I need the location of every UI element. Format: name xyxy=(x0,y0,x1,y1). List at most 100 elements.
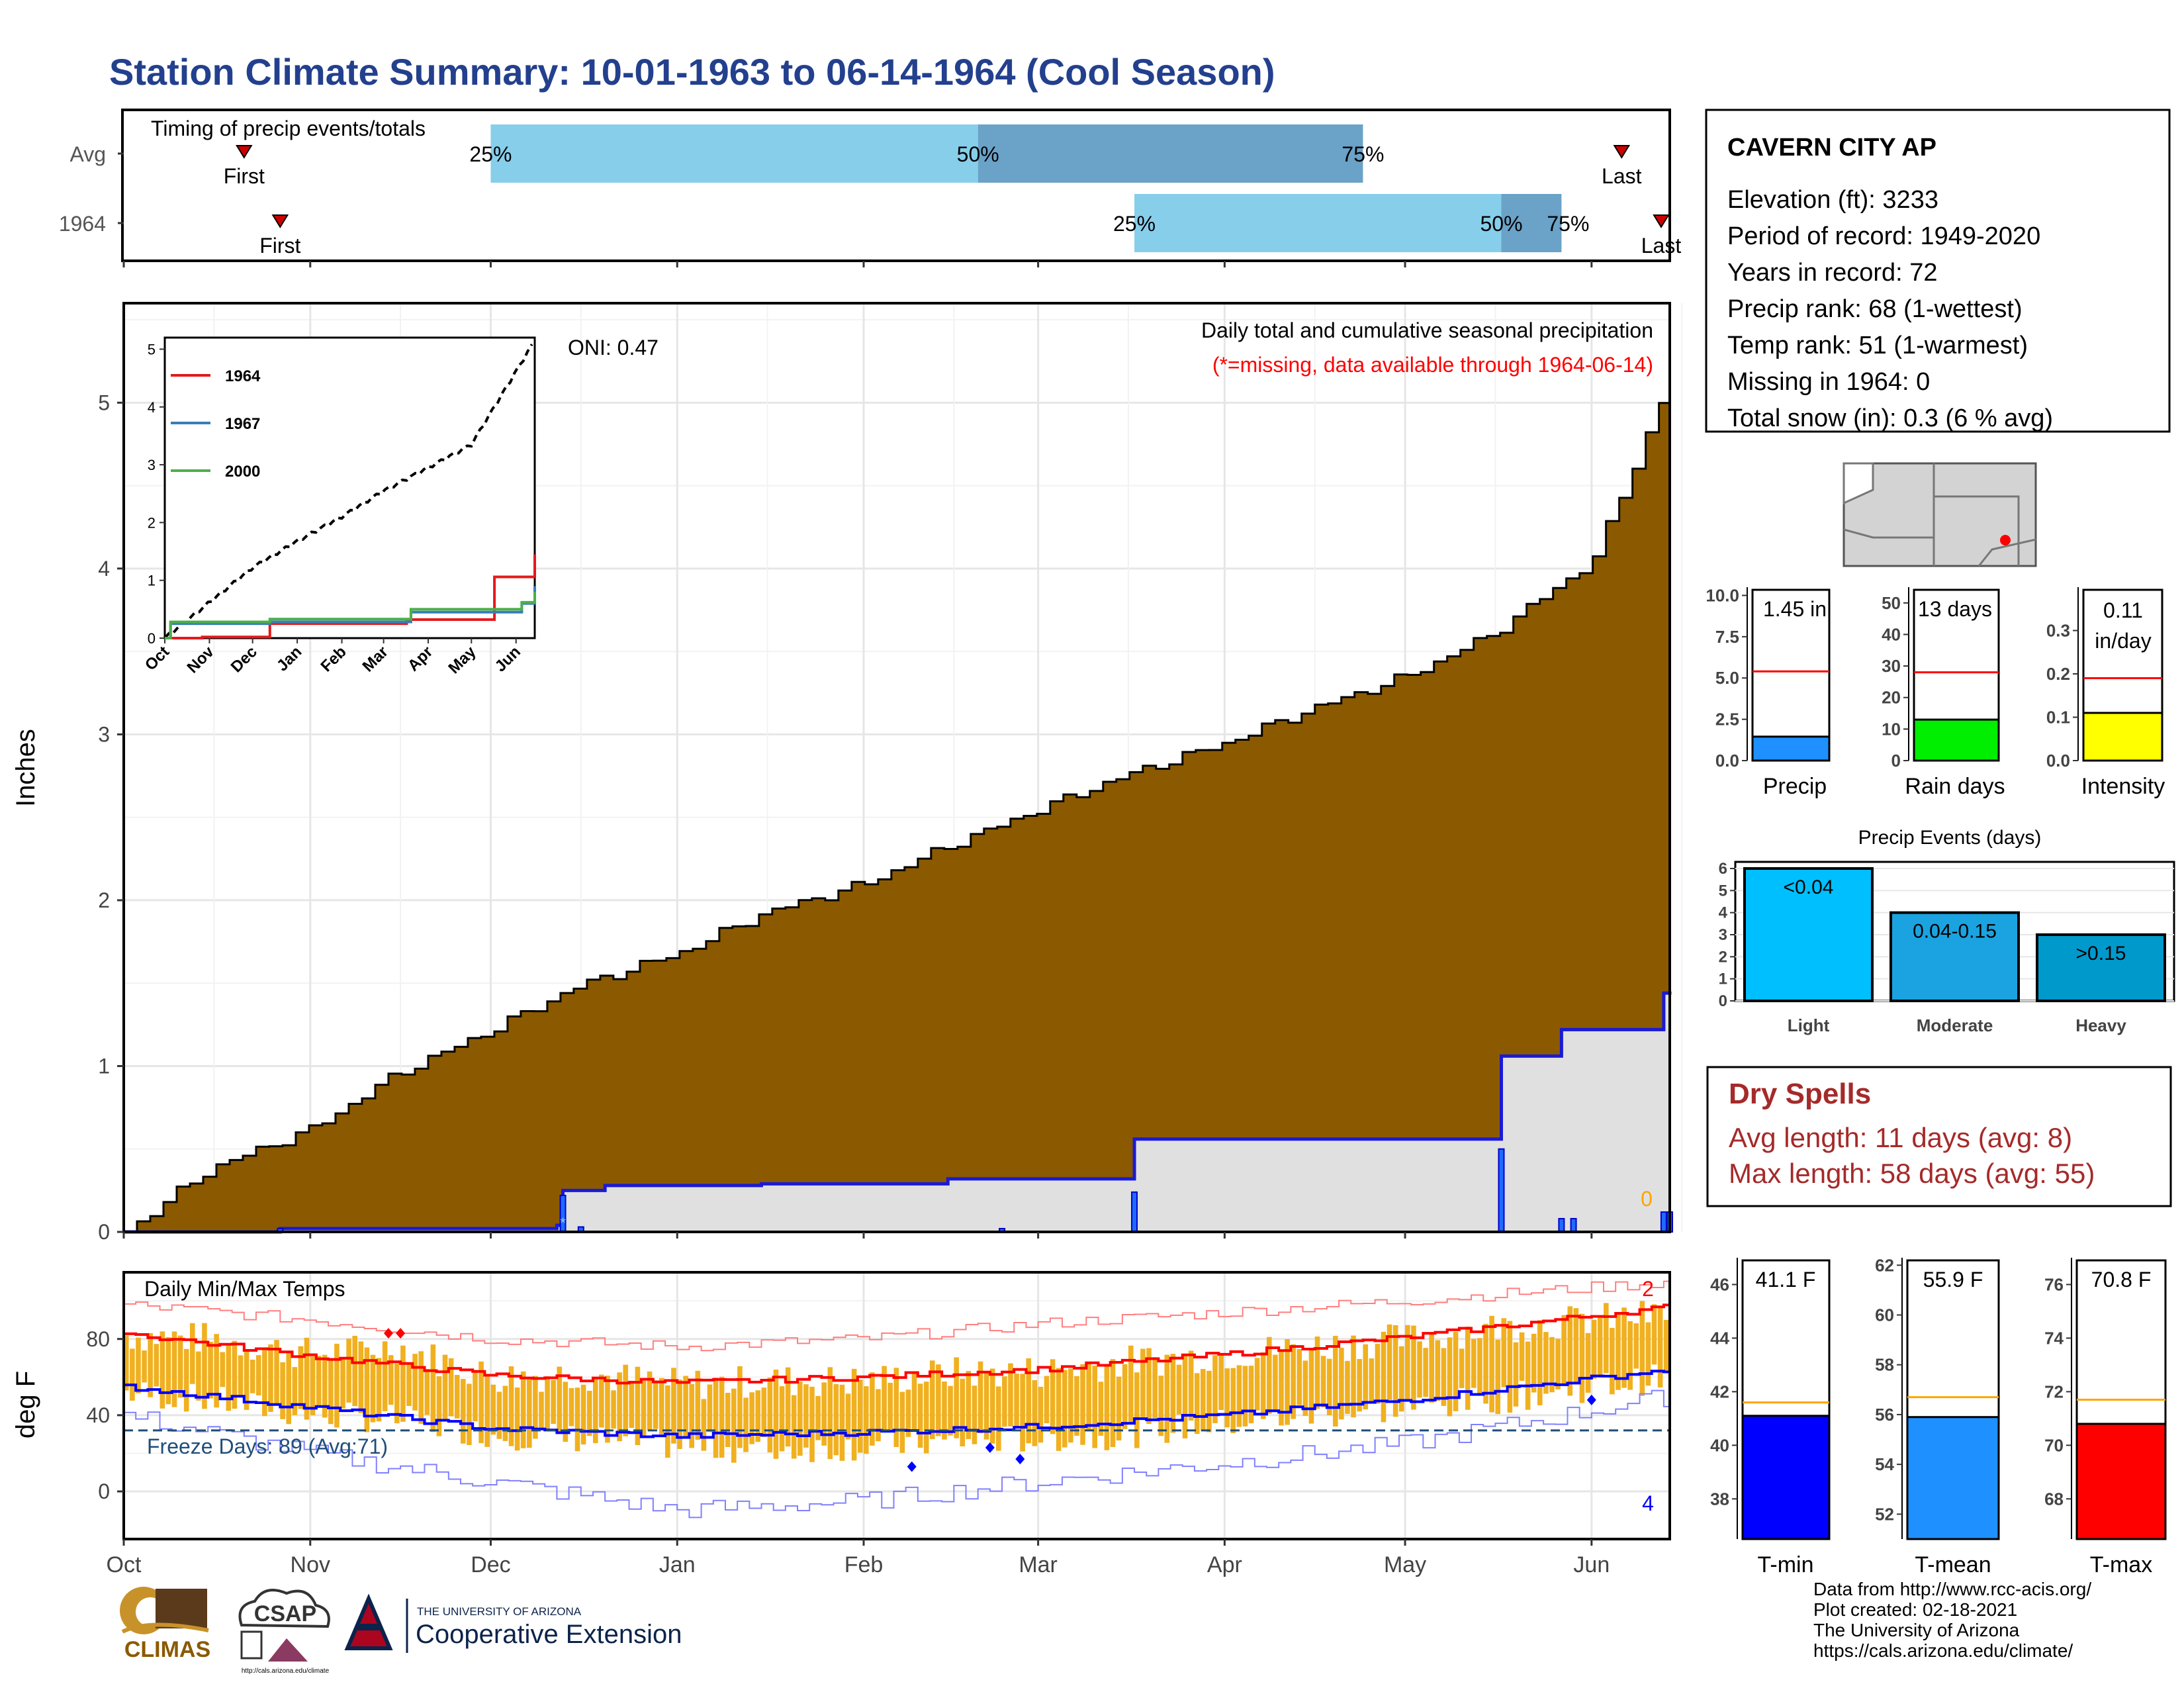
temp-y-tick-label: 40 xyxy=(86,1403,110,1427)
inset-legend-label: 2000 xyxy=(225,463,260,481)
season-rain-days-y-tick-label: 30 xyxy=(1882,656,1901,676)
temp-x-tick-label: May xyxy=(1384,1552,1426,1577)
daily-temp-bar xyxy=(1435,1340,1441,1401)
season-tmin-bar xyxy=(1741,1415,1831,1540)
daily-precip-bar xyxy=(1570,1217,1577,1233)
precip-subtitle: (*=missing, data available through 1964-… xyxy=(1212,353,1653,377)
daily-temp-bar xyxy=(346,1338,351,1403)
daily-temp-bar xyxy=(1092,1365,1097,1448)
season-intensity-bar xyxy=(2082,712,2163,762)
season-intensity-value-unit: in/day xyxy=(2095,629,2151,653)
daily-temp-bar xyxy=(159,1331,165,1409)
daily-temp-bar xyxy=(298,1346,304,1409)
daily-temp-bar xyxy=(1128,1345,1134,1423)
csap-logo-text: CSAP xyxy=(254,1601,316,1626)
temp-x-tick-label: Jan xyxy=(659,1552,696,1577)
daily-temp-bar xyxy=(641,1380,647,1437)
daily-precip-bar xyxy=(1558,1217,1565,1233)
temp-y-tick-label: 0 xyxy=(98,1479,110,1503)
daily-temp-bar xyxy=(983,1371,989,1440)
precip-plot-area: * xyxy=(124,402,1673,1234)
daily-temp-bar xyxy=(1116,1376,1122,1441)
daily-temp-bar xyxy=(1657,1306,1663,1387)
precip-events-title: Precip Events (days) xyxy=(1858,827,2042,849)
precip-events-bar xyxy=(1889,911,2020,1002)
daily-temp-bar xyxy=(328,1360,334,1425)
daily-precip-bar xyxy=(1660,1211,1667,1233)
precip-axes: 0 1 2 3 4 5 xyxy=(98,391,1593,1244)
daily-temp-bar xyxy=(1170,1354,1176,1433)
season-precip-value-label: 1.45 in xyxy=(1763,597,1827,621)
daily-temp-bar xyxy=(394,1363,400,1424)
temp-ylabel: deg F xyxy=(11,1371,40,1438)
timing-last-marker xyxy=(1613,145,1631,159)
daily-temp-bar xyxy=(1405,1325,1410,1402)
daily-temp-bar xyxy=(1074,1376,1079,1436)
daily-temp-bar xyxy=(557,1366,563,1433)
daily-temp-bar xyxy=(1254,1358,1260,1411)
daily-temp-bar xyxy=(1158,1376,1163,1436)
daily-temp-bar xyxy=(1086,1362,1091,1431)
temp-x-tick-label: Feb xyxy=(844,1552,884,1577)
daily-temp-bar xyxy=(1573,1308,1579,1384)
footer-credits: Data from http://www.rcc-acis.org/ Plot … xyxy=(1813,1579,2158,1678)
season-tmean-y-tick-label: 60 xyxy=(1875,1305,1894,1325)
season-cumulative-precip-area xyxy=(124,991,1670,1232)
daily-temp-bar xyxy=(520,1371,526,1448)
daily-temp-bar xyxy=(689,1383,695,1448)
daily-temp-bar xyxy=(1273,1354,1278,1411)
daily-temp-bar xyxy=(539,1391,544,1429)
daily-temp-bar xyxy=(677,1379,682,1449)
daily-temp-bar xyxy=(857,1380,863,1453)
season-rain-days-y-tick-label: 0 xyxy=(1891,751,1901,771)
daily-temp-bar xyxy=(623,1364,629,1436)
ua-logo-small-text: THE UNIVERSITY OF ARIZONA xyxy=(417,1605,582,1618)
daily-temp-bar xyxy=(917,1383,923,1448)
daily-temp-bar xyxy=(1381,1331,1387,1423)
season-precip-y-tick-label: 0.0 xyxy=(1715,751,1739,771)
daily-temp-bar xyxy=(1615,1312,1621,1390)
daily-temp-bar xyxy=(1297,1348,1302,1405)
daily-temp-bar xyxy=(1663,1320,1669,1372)
daily-temp-bar xyxy=(1465,1327,1471,1410)
record-min-line xyxy=(124,1389,1670,1519)
precip-y-tick-label: 0 xyxy=(98,1220,110,1244)
daily-temp-bar xyxy=(767,1377,773,1453)
daily-temp-bar xyxy=(1591,1319,1597,1379)
daily-temp-bar xyxy=(255,1355,261,1396)
daily-temp-bar xyxy=(322,1354,328,1418)
daily-temp-bar xyxy=(1441,1348,1447,1406)
daily-temp-bar xyxy=(1561,1315,1567,1385)
daily-temp-bar xyxy=(1038,1386,1044,1443)
inset-legend: 1964 1967 2000 xyxy=(171,367,261,481)
daily-temp-bar xyxy=(496,1391,502,1439)
daily-temp-bar xyxy=(611,1390,616,1429)
daily-temp-bar xyxy=(316,1356,322,1405)
timing-p50-label: 50% xyxy=(1480,212,1522,236)
season-tmin-y-tick-label: 38 xyxy=(1710,1489,1729,1509)
daily-temp-bar xyxy=(665,1385,670,1458)
daily-temp-bar xyxy=(1140,1348,1146,1417)
season-precip-label: Precip xyxy=(1763,774,1827,799)
daily-temp-bar xyxy=(280,1362,285,1419)
season-precip-y-tick-label: 2.5 xyxy=(1715,710,1739,729)
daily-temp-bar xyxy=(189,1323,195,1384)
precip-events-chart: Precip Events (days) 0 1 2 3 4 5 6 <0.04 Light 0.… xyxy=(1719,827,2175,1035)
daily-temp-bar xyxy=(508,1366,514,1446)
daily-temp-bar xyxy=(1110,1359,1116,1447)
season-tmin-y-tick-label: 44 xyxy=(1710,1328,1729,1348)
inset-legend-label: 1964 xyxy=(225,367,261,385)
daily-temp-bar xyxy=(1423,1348,1428,1397)
daily-temp-bar xyxy=(815,1395,821,1440)
daily-precip-bar xyxy=(1498,1148,1505,1233)
season-tmean-bar xyxy=(1906,1416,2000,1540)
timing-p50-label: 50% xyxy=(957,142,999,166)
daily-temp-bar xyxy=(845,1393,851,1440)
precip-panel: * 0 1 2 3 4 5 Inches Daily total and cumulati… xyxy=(11,302,1683,1244)
daily-temp-bar xyxy=(923,1382,929,1454)
daily-temp-bar xyxy=(1267,1336,1272,1414)
daily-temp-bar xyxy=(864,1386,869,1454)
daily-temp-bar xyxy=(1417,1341,1422,1398)
precip-events-category: Moderate xyxy=(1917,1015,1993,1035)
